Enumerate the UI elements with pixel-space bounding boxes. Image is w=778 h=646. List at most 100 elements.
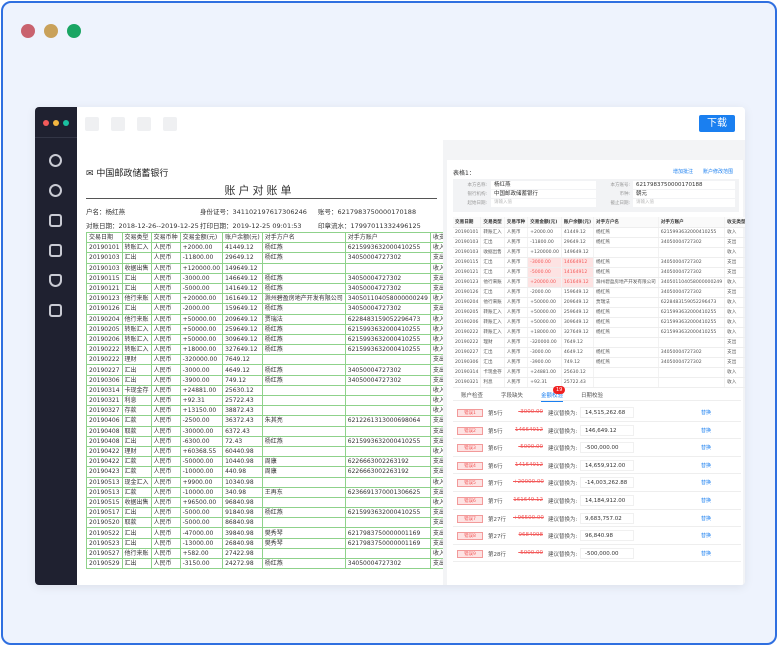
add-note-link[interactable]: 增加批注 (673, 169, 694, 175)
bank-field[interactable]: 中国邮政储蓄银行 (491, 190, 596, 198)
currency-field[interactable]: 朝元 (633, 190, 735, 198)
table-cell: 6215993632000410255 (344, 507, 431, 519)
error-list: 错误1 第5行 -3000.00 建议替换为: 14,515,262.68 替换 错误2 第5… (453, 404, 741, 563)
settings-icon[interactable] (49, 184, 62, 197)
table-cell: 749.12 (561, 357, 595, 368)
suggested-value-input[interactable]: -14,003,262.88 (580, 477, 634, 489)
table-row[interactable]: 20190103 汇出 人民币 -11800.00 29649.12 杨红燕 3405000… (453, 237, 745, 248)
table-row: 20190205 转账汇入 人民币 +50000.00 259649.12 杨红燕 6215… (86, 323, 460, 335)
table-cell: 20190126 (86, 303, 123, 315)
table-cell: 20190115 (453, 257, 482, 268)
table-cell: 人民币 (150, 293, 181, 305)
shield-icon[interactable] (49, 274, 62, 287)
replace-link[interactable]: 替换 (701, 445, 712, 452)
table-row[interactable]: 20190121 汇出 人民币 -5000.00 14164912 杨红燕 34050004… (453, 267, 745, 278)
table-row[interactable]: 20190206 转账汇入 人民币 +50000.00 309649.12 杨红燕 6215… (453, 317, 745, 328)
original-value: 14164912 (515, 461, 543, 468)
name-field[interactable]: 杨红燕 (491, 181, 596, 189)
window-close-dot[interactable] (43, 120, 49, 126)
edit-range-link[interactable]: 账户修改范围 (703, 169, 734, 175)
table-cell: 收入 (724, 377, 745, 388)
replace-link[interactable]: 替换 (701, 462, 712, 469)
suggested-value-input[interactable]: -500,000.00 (580, 442, 634, 454)
close-dot[interactable] (21, 24, 35, 38)
table-cell: 人民币 (150, 313, 181, 325)
table-row[interactable]: 20190101 转账汇入 人民币 +2000.00 41449.12 杨红燕 621599… (453, 227, 745, 238)
account-label: 本方账号: (610, 183, 630, 188)
window-maximize-dot[interactable] (63, 120, 69, 126)
minimize-dot[interactable] (44, 24, 58, 38)
account-field[interactable]: 6217983750000170188 (633, 181, 735, 189)
table-cell: 6228483159052296473 (658, 297, 726, 308)
table-row: 20190123 他行来账 人民币 +20000.00 161649.12 滁州碧盈房地产… (86, 293, 460, 305)
table-row[interactable]: 20190227 汇出 人民币 -3000.00 4649.12 杨红燕 340500047… (453, 347, 745, 358)
end-date-field[interactable]: 请输入值 (633, 199, 735, 207)
replace-link[interactable]: 替换 (701, 427, 712, 434)
suggested-value-input[interactable]: 146,649.12 (580, 424, 634, 436)
code-icon[interactable] (49, 304, 62, 317)
table-cell: 20190206 (86, 333, 123, 346)
replace-link[interactable]: 替换 (701, 550, 712, 557)
table-cell: 20190327 (86, 405, 123, 417)
tab-0[interactable]: 账户检查 (461, 393, 484, 399)
table-row[interactable]: 20190204 他行来账 人民币 +50000.00 209649.12 贾瑞法 6228… (453, 297, 745, 308)
table-cell: 理财 (121, 445, 152, 458)
toolbar-button[interactable] (111, 117, 125, 131)
table-cell: 4649.12 (222, 364, 263, 376)
table-row[interactable]: 20190205 转账汇入 人民币 +50000.00 259649.12 杨红燕 6215… (453, 307, 745, 318)
suggested-value-input[interactable]: 14,515,262.68 (580, 407, 634, 418)
error-row-number: 第6行 (488, 446, 503, 453)
tab-1[interactable]: 字段缺失 (501, 393, 524, 399)
table-row[interactable]: 20190314 卡现金存 人民币 +24881.00 25630.12 收入 (453, 367, 745, 378)
table-cell: 141649.12 (222, 282, 263, 295)
image-icon[interactable] (49, 244, 62, 257)
table-row[interactable]: 20190321 利息 人民币 +92.31 25722.43 收入 (453, 377, 745, 388)
tab-2[interactable]: 金额校验 (541, 391, 564, 402)
table-cell: 29649.12 (222, 252, 263, 264)
table-cell: 6217983750000001169 (344, 537, 431, 549)
suggest-label: 建议替换为: (548, 411, 578, 417)
suggest-label: 建议替换为: (548, 463, 578, 470)
table-cell (261, 405, 346, 417)
table-cell: 存款 (121, 405, 152, 417)
maximize-dot[interactable] (67, 24, 81, 38)
start-date-field[interactable]: 请输入值 (491, 199, 596, 207)
window-minimize-dot[interactable] (53, 120, 59, 126)
table-cell: 支出 (724, 267, 745, 278)
table-cell: 周康 (261, 466, 346, 478)
original-value: 14664912 (515, 426, 543, 433)
replace-link[interactable]: 替换 (701, 515, 712, 522)
table-cell: 10340.98 (222, 476, 263, 488)
column-header: 交易日期 (453, 217, 482, 228)
suggested-value-input[interactable]: 96,840.98 (580, 530, 634, 542)
suggested-value-input[interactable]: 14,659,912.00 (580, 459, 634, 471)
replace-link[interactable]: 替换 (701, 497, 712, 504)
replace-link[interactable]: 替换 (701, 480, 712, 487)
table-cell: +13150.00 (179, 405, 224, 417)
home-icon[interactable] (49, 214, 62, 227)
table-row[interactable]: 20190126 汇出 人民币 -2000.00 159649.12 杨红燕 3405000… (453, 287, 745, 298)
toolbar-button[interactable] (85, 117, 99, 131)
suggested-value-input[interactable]: 14,184,912.00 (580, 494, 634, 506)
table-cell: +50000.00 (179, 323, 224, 335)
download-button[interactable]: 下载 (699, 115, 735, 132)
replace-link[interactable]: 替换 (701, 533, 712, 540)
table-cell: 20190513 (86, 476, 123, 488)
toolbar-button[interactable] (137, 117, 151, 131)
table-row[interactable]: 20190222 转账汇入 人民币 +18000.00 327649.12 杨红燕 6215… (453, 327, 745, 338)
table-row[interactable]: 20190103 收据出售 人民币 +120000.00 149649.12 收入 (453, 247, 745, 258)
toolbar-button[interactable] (163, 117, 177, 131)
suggested-value-input[interactable]: 9,683,757.02 (580, 512, 634, 524)
table-cell: 34050004727302 (344, 557, 431, 570)
table-row[interactable]: 20190123 他行来账 人民币 +20000.00 161649.12 滁州碧盈房地产… (453, 277, 745, 288)
replace-link[interactable]: 替换 (701, 410, 712, 416)
tab-3[interactable]: 日期校验 (581, 393, 604, 399)
table-row[interactable]: 20190222 理财 人民币 -320000.00 7649.12 支出 (453, 337, 745, 348)
table-row[interactable]: 20190115 汇出 人民币 -3000.00 14664912 杨红燕 34050004… (453, 257, 745, 268)
table-cell: 人民币 (150, 415, 181, 427)
table-cell: 人民币 (150, 547, 181, 560)
suggested-value-input[interactable]: -500,000.00 (580, 547, 634, 559)
table-row[interactable]: 20190306 汇出 人民币 -3900.00 749.12 杨红燕 3405000472… (453, 357, 745, 368)
network-icon[interactable] (49, 154, 62, 167)
table-cell: 人民币 (150, 445, 181, 458)
